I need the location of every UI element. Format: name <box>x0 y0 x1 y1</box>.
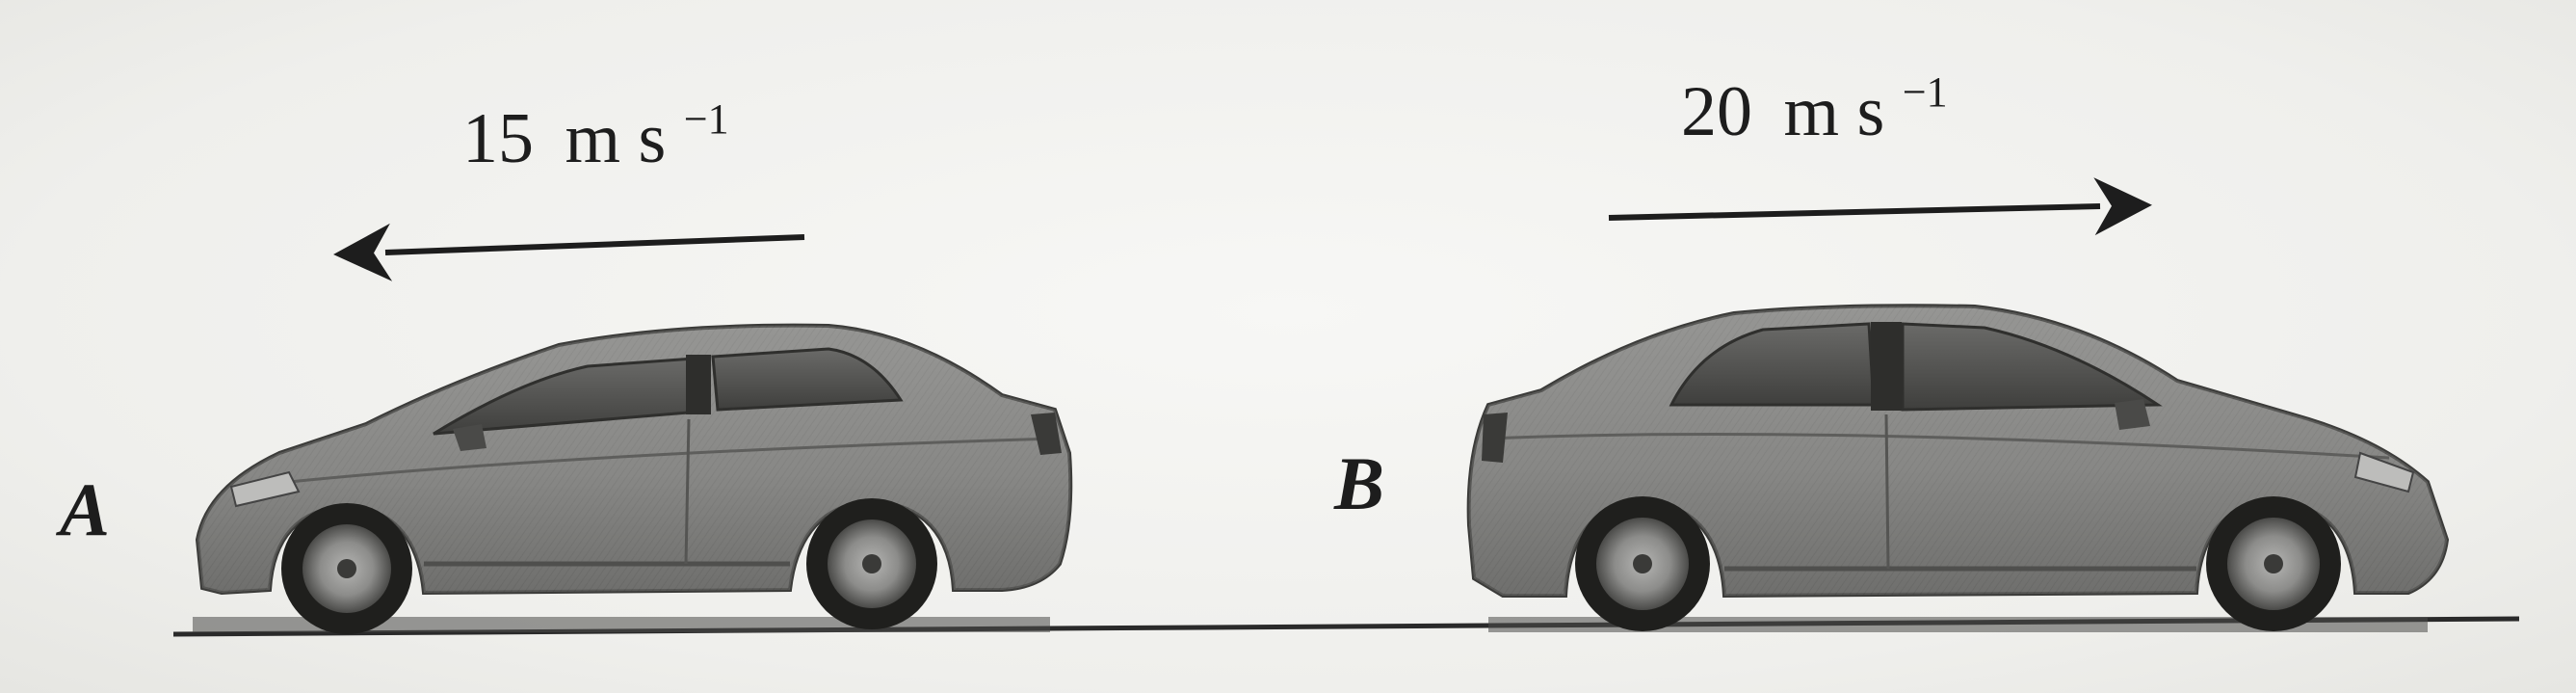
car-b-beltline <box>1487 433 2390 460</box>
car-a-shadow <box>193 617 1050 632</box>
car-b-door-line <box>1884 413 1890 570</box>
car-a-beltline <box>288 437 1056 484</box>
car-b-b-pillar <box>1871 322 1902 411</box>
car-a-speed-value: 15 <box>462 99 534 178</box>
car-a-speed-exponent: −1 <box>684 95 729 143</box>
car-a-rear-window <box>711 347 904 412</box>
car-a-front-wheel <box>281 503 412 634</box>
car-b-taillight <box>1482 413 1508 463</box>
car-b-shadow <box>1488 617 2428 632</box>
car-a-headlight <box>229 470 301 508</box>
car-b-front-wheel <box>2206 496 2341 631</box>
car-b-rear-window <box>1669 322 1876 407</box>
car-b-label: B <box>1333 441 1384 525</box>
car-a-b-pillar <box>686 355 711 414</box>
car-b-velocity-arrow <box>1608 177 2152 236</box>
car-b-mirror <box>2115 399 2150 430</box>
car-a <box>193 323 1073 634</box>
car-a-front-window <box>433 357 696 436</box>
car-b-headlight <box>2353 451 2415 493</box>
car-a-velocity-arrow <box>333 223 805 281</box>
car-a-mirror <box>453 424 486 451</box>
car-a-taillight <box>1031 413 1062 455</box>
car-b-front-window <box>1901 322 2163 412</box>
car-a-speed-label: 15 m s −1 <box>462 95 729 178</box>
car-b-rear-wheel <box>1575 496 1710 631</box>
car-a-rear-wheel <box>806 498 937 629</box>
car-b-speed-unit: m s <box>1784 72 1885 151</box>
car-b <box>1466 304 2450 632</box>
car-a-speed-unit: m s <box>565 99 667 178</box>
car-a-door-line <box>684 418 691 565</box>
car-b-speed-exponent: −1 <box>1903 68 1948 116</box>
car-b-speed-value: 20 <box>1681 72 1752 151</box>
car-b-speed-label: 20 m s −1 <box>1681 68 1948 151</box>
car-a-label: A <box>55 467 110 551</box>
